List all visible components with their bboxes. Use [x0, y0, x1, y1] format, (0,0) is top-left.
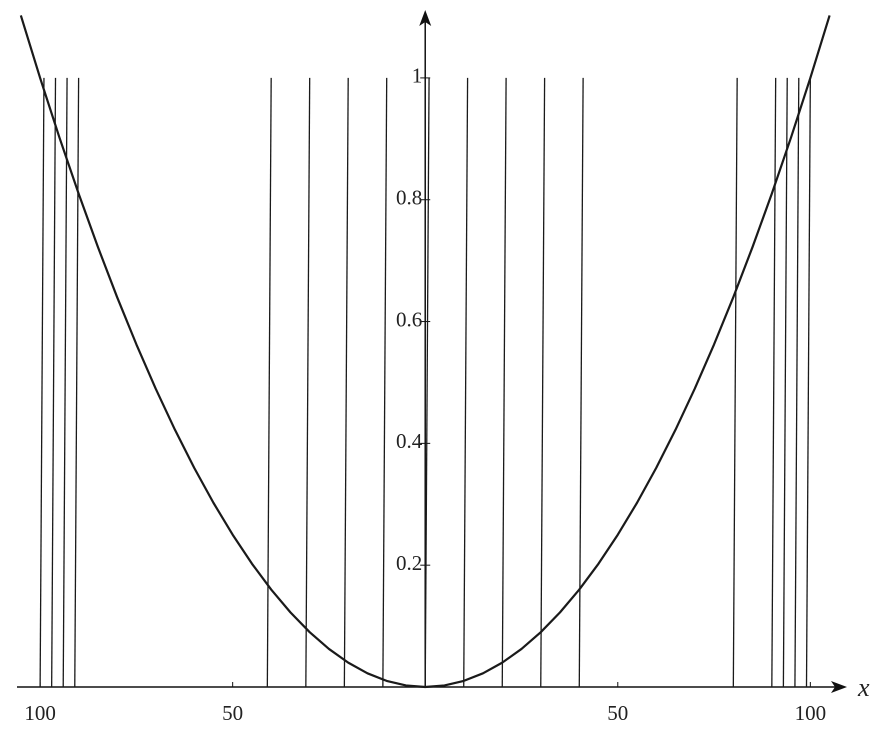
y-tick-label: 0.8 [396, 186, 422, 210]
y-tick-label: 0.6 [396, 307, 422, 331]
y-tick-label: 0.4 [396, 429, 423, 453]
x-axis-label: x [857, 673, 870, 702]
x-tick-label: 100 [795, 701, 827, 725]
vertical-line [501, 77, 507, 688]
y-tick-label: 0.2 [396, 551, 422, 575]
vertical-line [39, 77, 45, 688]
vertical-line [51, 77, 57, 688]
vertical-line [74, 77, 80, 688]
vertical-line [463, 77, 469, 688]
vertical-line [343, 77, 349, 688]
x-tick-label: 50 [607, 701, 628, 725]
vertical-line [62, 77, 68, 688]
x-tick-label: 100 [24, 701, 56, 725]
vertical-line [805, 77, 811, 688]
vertical-line [732, 77, 738, 688]
vertical-line [266, 77, 272, 688]
vertical-line [424, 77, 430, 688]
vertical-line [782, 77, 788, 688]
x-axis-arrow [831, 681, 847, 693]
vertical-line [578, 77, 584, 688]
vertical-line [771, 77, 777, 688]
vertical-line [540, 77, 546, 688]
vertical-line [305, 77, 311, 688]
vertical-line [382, 77, 388, 688]
x-tick-label: 50 [222, 701, 243, 725]
vertical-line [794, 77, 800, 688]
y-tick-label: 1 [412, 64, 423, 88]
y-axis-arrow [419, 10, 432, 26]
